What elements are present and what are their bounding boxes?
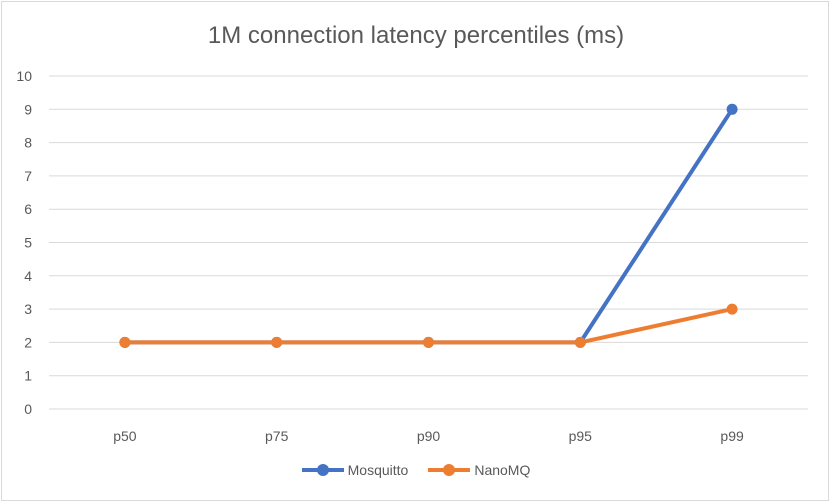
legend-label: Mosquitto: [347, 462, 409, 478]
legend-item-nanomq: NanoMQ: [428, 462, 530, 478]
data-point: [423, 336, 434, 348]
x-tick-label: p99: [720, 428, 744, 444]
legend-marker-icon: [428, 464, 471, 476]
x-tick-label: p50: [113, 428, 137, 444]
y-tick-label: 4: [24, 268, 32, 284]
data-point: [726, 303, 738, 315]
y-tick-label: 9: [24, 101, 32, 117]
x-tick-label: p95: [569, 428, 593, 444]
legend-marker-icon: [301, 464, 344, 476]
y-tick-label: 8: [24, 135, 32, 151]
data-point: [119, 336, 131, 348]
data-point: [574, 336, 586, 348]
y-tick-label: 7: [24, 168, 32, 184]
y-tick-label: 1: [24, 368, 32, 384]
series-mosquitto: [119, 103, 738, 348]
data-point: [271, 336, 283, 348]
y-tick-label: 10: [16, 68, 32, 84]
y-tick-label: 3: [24, 301, 32, 317]
x-tick-label: p90: [417, 428, 441, 444]
legend-label: NanoMQ: [474, 462, 531, 478]
y-tick-label: 2: [24, 334, 32, 350]
y-tick-label: 6: [24, 201, 32, 217]
chart-legend: Mosquitto NanoMQ: [0, 462, 832, 478]
y-tick-label: 0: [24, 401, 32, 417]
x-tick-label: p75: [265, 428, 289, 444]
data-point: [726, 103, 738, 115]
y-tick-label: 5: [24, 235, 32, 251]
series-nanomq: [119, 303, 738, 348]
chart-title: 1M connection latency percentiles (ms): [207, 22, 625, 49]
legend-item-mosquitto: Mosquitto: [301, 462, 409, 478]
